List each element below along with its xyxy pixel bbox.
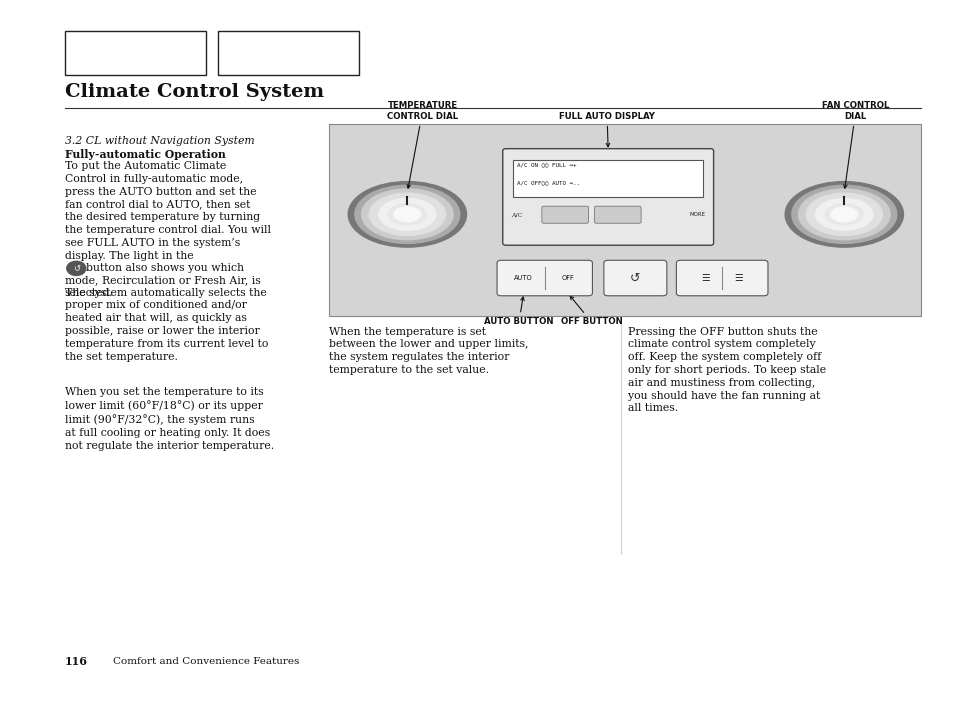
Text: Comfort and Convenience Features: Comfort and Convenience Features (112, 657, 298, 666)
FancyBboxPatch shape (497, 261, 592, 296)
Text: FAN CONTROL
DIAL: FAN CONTROL DIAL (821, 102, 888, 188)
Text: ↺: ↺ (72, 264, 80, 273)
Text: AUTO BUTTON: AUTO BUTTON (484, 297, 553, 327)
FancyBboxPatch shape (676, 261, 767, 296)
Ellipse shape (378, 199, 436, 230)
Text: A/C ON ○○ FULL ⇒+: A/C ON ○○ FULL ⇒+ (517, 163, 576, 168)
FancyBboxPatch shape (502, 148, 713, 245)
Ellipse shape (361, 189, 453, 240)
Ellipse shape (798, 189, 889, 240)
Bar (329, 124, 920, 316)
Ellipse shape (791, 185, 896, 244)
Text: ☰: ☰ (700, 273, 709, 283)
Text: FULL AUTO DISPLAY: FULL AUTO DISPLAY (558, 111, 655, 147)
Text: OFF BUTTON: OFF BUTTON (560, 296, 621, 327)
Ellipse shape (815, 199, 872, 230)
Ellipse shape (388, 204, 426, 225)
Text: A/C: A/C (511, 212, 522, 217)
Text: When you set the temperature to its
lower limit (60°F/18°C) or its upper
limit (: When you set the temperature to its lowe… (65, 387, 274, 451)
Bar (217, 31, 358, 75)
FancyBboxPatch shape (603, 261, 666, 296)
Ellipse shape (355, 185, 459, 244)
Ellipse shape (394, 207, 420, 222)
Ellipse shape (824, 204, 862, 225)
Text: Pressing the OFF button shuts the
climate control system completely
off. Keep th: Pressing the OFF button shuts the climat… (627, 327, 825, 413)
Text: TEMPERATURE
CONTROL DIAL: TEMPERATURE CONTROL DIAL (387, 102, 457, 188)
Ellipse shape (784, 182, 902, 247)
Ellipse shape (805, 193, 882, 236)
Text: 3.2 CL without Navigation System: 3.2 CL without Navigation System (65, 136, 254, 146)
Text: ☰: ☰ (734, 273, 742, 283)
Circle shape (67, 261, 86, 275)
Text: button also shows you which
mode, Recirculation or Fresh Air, is
selected.: button also shows you which mode, Recirc… (65, 263, 260, 298)
Text: When the temperature is set
between the lower and upper limits,
the system regul: When the temperature is set between the … (329, 327, 528, 375)
FancyBboxPatch shape (594, 206, 640, 223)
Ellipse shape (348, 182, 466, 247)
Text: A/C OFF○○ AUTO ⇒..: A/C OFF○○ AUTO ⇒.. (517, 180, 579, 185)
Text: Fully-automatic Operation: Fully-automatic Operation (65, 149, 226, 160)
Ellipse shape (830, 207, 857, 222)
Text: OFF: OFF (560, 275, 574, 281)
Ellipse shape (369, 193, 445, 236)
Bar (65, 31, 206, 75)
Text: 116: 116 (65, 656, 88, 667)
Text: ↺: ↺ (629, 271, 640, 285)
Text: To put the Automatic Climate
Control in fully-automatic mode,
press the AUTO but: To put the Automatic Climate Control in … (65, 161, 271, 261)
Text: Climate Control System: Climate Control System (65, 83, 324, 101)
Text: The system automatically selects the
proper mix of conditioned and/or
heated air: The system automatically selects the pro… (65, 288, 268, 361)
FancyBboxPatch shape (513, 160, 702, 197)
FancyBboxPatch shape (541, 206, 588, 223)
Text: AUTO: AUTO (514, 275, 533, 281)
Text: MORE: MORE (689, 212, 705, 217)
